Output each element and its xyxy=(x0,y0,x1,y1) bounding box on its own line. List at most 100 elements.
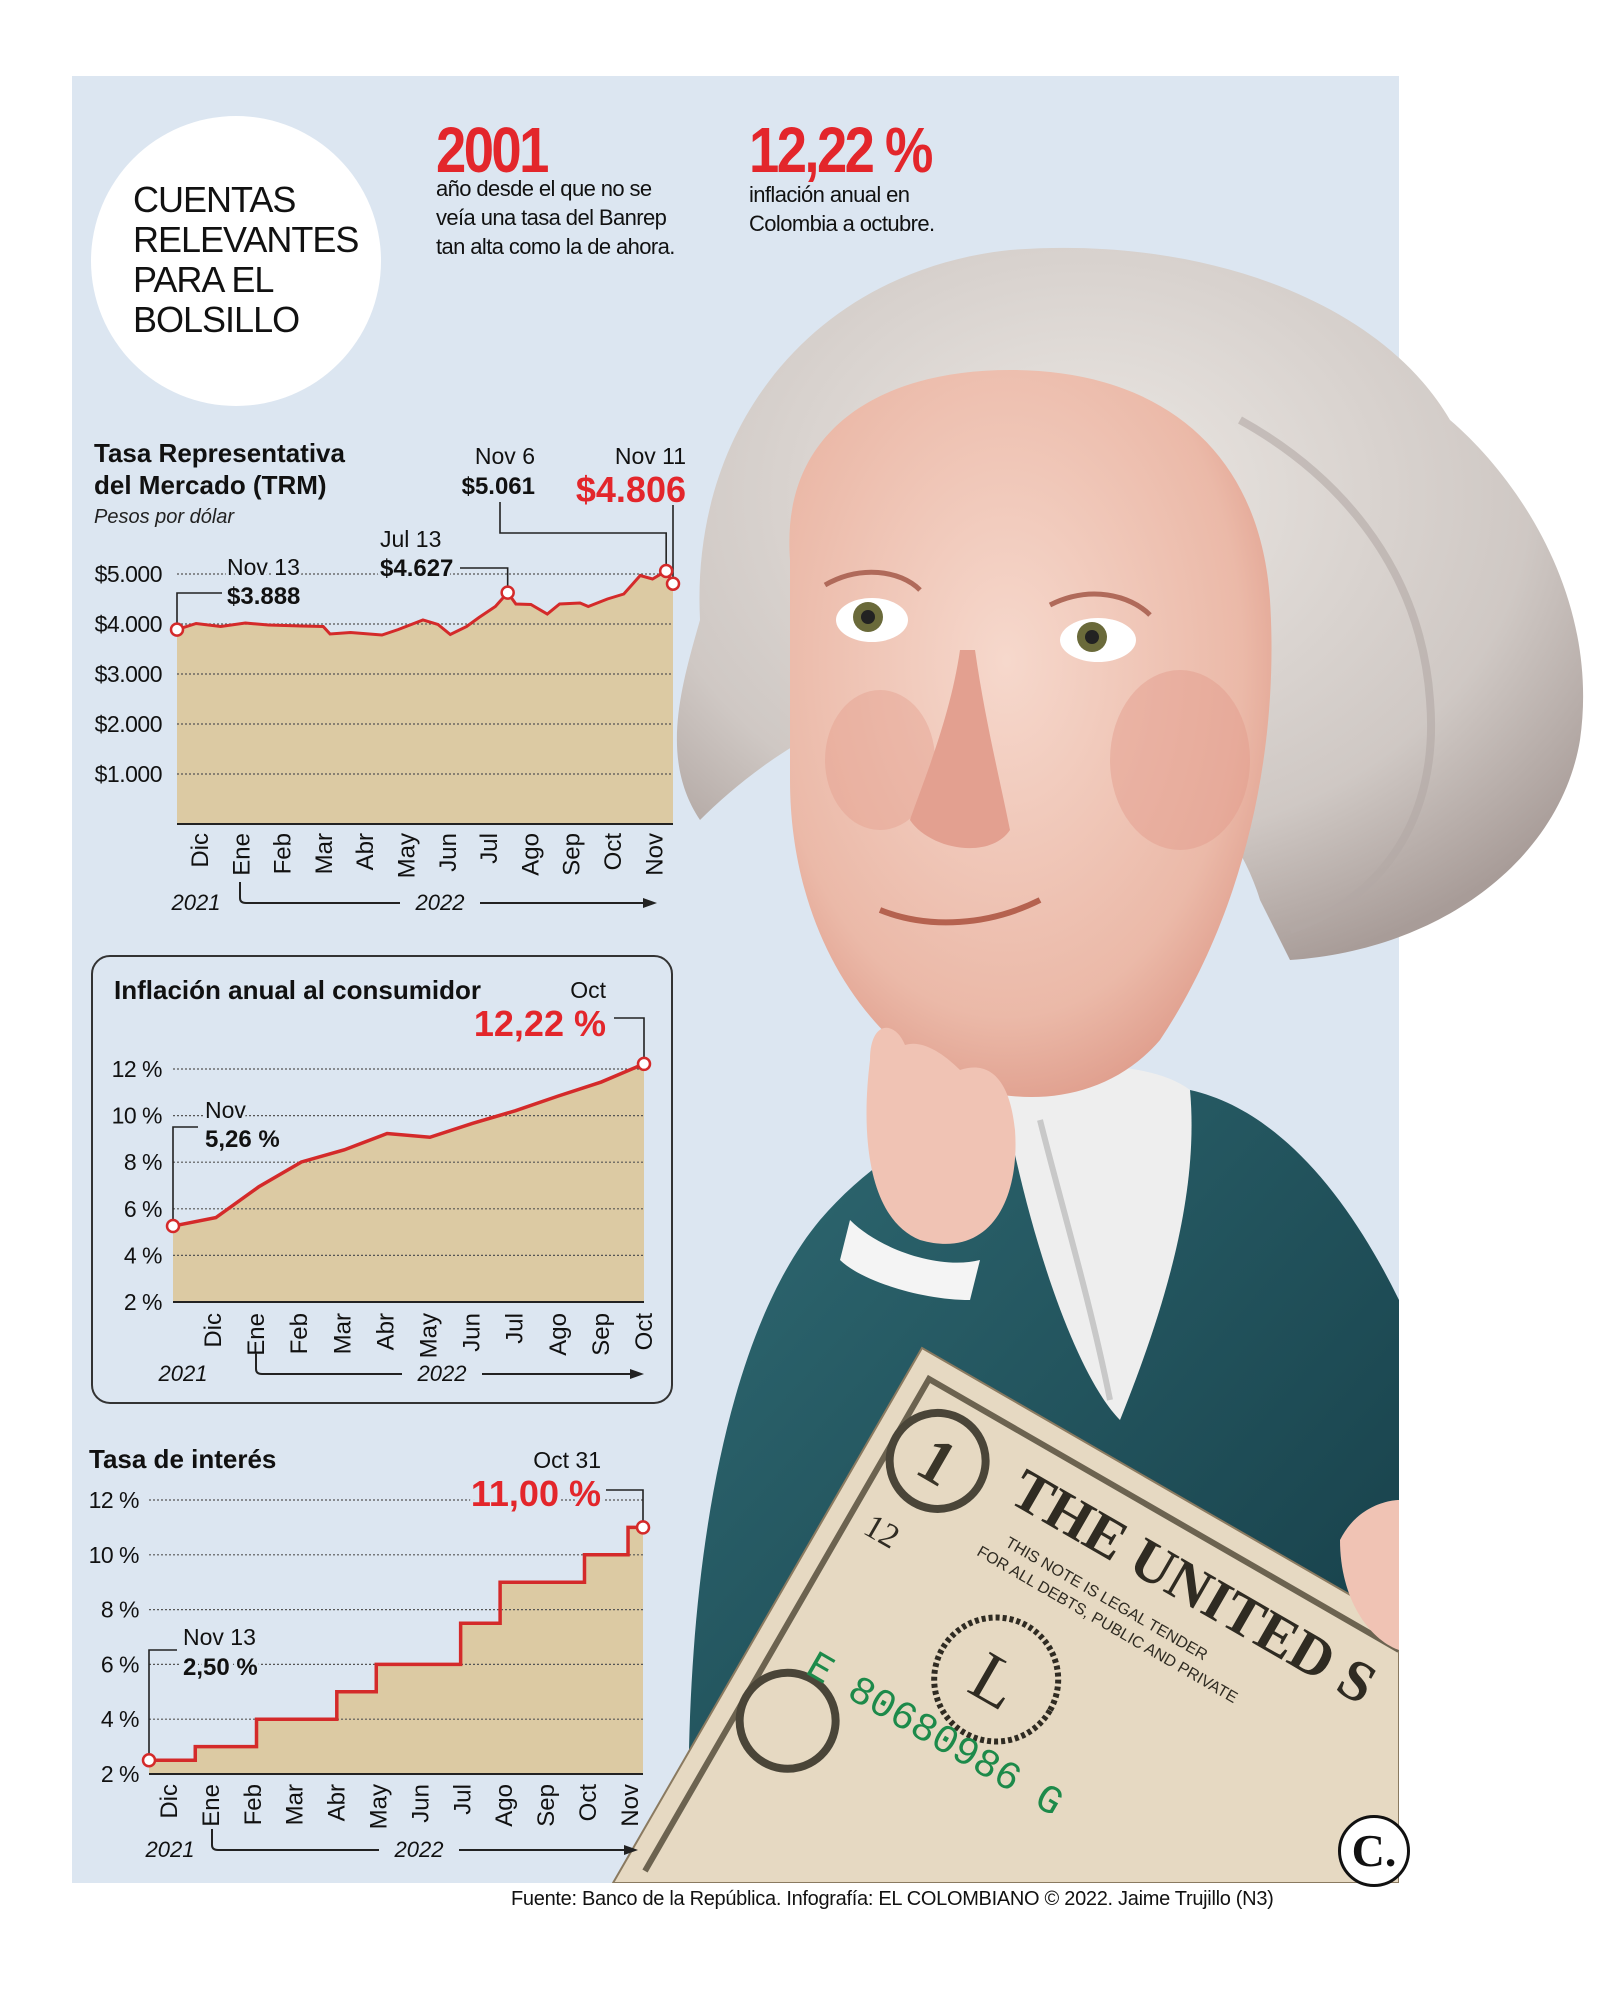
year-bracket-line xyxy=(211,1829,628,1851)
right-hand xyxy=(1340,1500,1399,1650)
x-month-label: May xyxy=(366,1784,393,1829)
x-month-label: Dic xyxy=(187,833,214,868)
y-tick-label: $1.000 xyxy=(95,761,162,787)
arrow-icon xyxy=(643,898,657,908)
x-month-label: May xyxy=(394,833,421,878)
data-point-marker xyxy=(658,563,674,579)
trm-annotation-date: Jul 13 xyxy=(380,526,441,552)
y-tick-label: 12 % xyxy=(112,1056,162,1082)
stat-inflation-value: 12,22 % xyxy=(749,114,933,186)
data-point-marker xyxy=(636,1056,652,1072)
interest-annotation-value: 2,50 % xyxy=(183,1654,258,1681)
year-label: 2021 xyxy=(158,1361,208,1386)
trm-annotation-highlight: $4.806 xyxy=(576,469,686,510)
face xyxy=(789,370,1272,1098)
x-month-label: Ago xyxy=(517,833,544,876)
interest-annotation-date: Nov 13 xyxy=(183,1624,256,1650)
y-tick-label: 4 % xyxy=(101,1706,139,1732)
interest-area xyxy=(149,1527,643,1774)
footer-source: Fuente: Banco de la República. Infografí… xyxy=(511,1888,1274,1910)
data-point-marker xyxy=(165,1218,181,1234)
inflation-annotation-date: Oct xyxy=(570,977,606,1003)
inflation-chart-frame xyxy=(91,955,673,1404)
x-month-label: Ene xyxy=(198,1784,225,1827)
x-month-label: Jul xyxy=(449,1784,476,1815)
x-month-label: Dic xyxy=(156,1784,183,1819)
y-tick-label: 2 % xyxy=(124,1289,162,1315)
section-title-circle xyxy=(91,116,381,406)
trm-title-line2: del Mercado (TRM) xyxy=(94,470,327,500)
trm-subtitle: Pesos por dólar xyxy=(94,506,235,528)
x-month-label: Ene xyxy=(228,833,255,876)
inflation-area xyxy=(173,1063,644,1302)
x-month-label: Dic xyxy=(200,1313,227,1348)
x-month-label: Oct xyxy=(575,1784,602,1822)
x-month-label: Jun xyxy=(407,1784,434,1823)
x-month-label: Mar xyxy=(311,833,338,874)
section-title: CUENTAS RELEVANTES PARA EL BOLSILLO xyxy=(133,179,359,340)
y-tick-label: 10 % xyxy=(112,1103,162,1129)
x-month-label: Ago xyxy=(491,1784,518,1827)
year-bracket-line xyxy=(239,882,647,904)
stat-inflation-description: inflación anual en Colombia a octubre. xyxy=(749,182,935,236)
year-label: 2021 xyxy=(145,1837,195,1862)
arrow-icon xyxy=(630,1369,644,1379)
inflation-annotation-date: Nov xyxy=(205,1097,246,1123)
x-month-label: May xyxy=(416,1313,443,1358)
interest-chart: Tasa de interés 2 % 4 % 6 % 8 % 10 % 12 % Dic E… xyxy=(86,1441,651,1865)
bill-corner-emblem xyxy=(735,1668,840,1773)
annotation-leader-line xyxy=(172,1126,198,1221)
trm-annotation-value: $5.061 xyxy=(462,473,535,500)
nose xyxy=(910,650,1010,849)
annotation-leader-line xyxy=(460,567,509,587)
x-month-label: Nov xyxy=(641,833,668,876)
trm-annotation-date: Nov 11 xyxy=(615,443,686,469)
year-label: 2021 xyxy=(171,890,221,915)
interest-annotation-highlight: 11,00 % xyxy=(471,1473,601,1514)
arrow-icon xyxy=(624,1845,638,1855)
x-month-label: Mar xyxy=(329,1313,356,1354)
annotation-leader-line xyxy=(606,1489,644,1522)
trm-annotation-date: Nov 6 xyxy=(475,443,535,469)
year-label: 2022 xyxy=(415,890,465,915)
inflation-annotation-highlight: 12,22 % xyxy=(474,1003,606,1044)
trm-annotation-date: Nov 13 xyxy=(227,554,300,580)
year-bracket-line xyxy=(255,1353,634,1375)
stat-year-description: año desde el que no se veía una tasa del… xyxy=(436,176,675,259)
data-point-marker xyxy=(635,1520,651,1535)
trm-line xyxy=(176,568,675,637)
trm-area xyxy=(177,570,673,824)
data-point-marker xyxy=(665,576,681,591)
x-month-label: Jul xyxy=(502,1313,529,1344)
x-month-label: Sep xyxy=(559,833,586,876)
x-month-label: Mar xyxy=(282,1784,309,1825)
x-month-label: Jun xyxy=(435,833,462,872)
cravat xyxy=(1000,1066,1192,1420)
x-month-label: Ago xyxy=(545,1313,572,1356)
y-tick-label: $5.000 xyxy=(95,561,162,587)
y-tick-label: 8 % xyxy=(101,1597,139,1623)
data-point-marker xyxy=(169,622,185,637)
y-tick-label: $3.000 xyxy=(95,661,162,687)
y-tick-label: 12 % xyxy=(89,1487,139,1513)
x-month-label: Jul xyxy=(476,833,503,864)
year-label: 2022 xyxy=(394,1837,444,1862)
y-tick-label: 10 % xyxy=(89,1542,139,1568)
eyes xyxy=(823,569,1152,662)
x-month-label: Feb xyxy=(240,1784,267,1825)
inflation-chart: Inflación anual al consumidor 2 % 4 % 6 % 8… xyxy=(91,955,673,1404)
x-month-label: Nov xyxy=(617,1784,644,1827)
annotation-leader-line xyxy=(614,1017,645,1058)
stat-year-value: 2001 xyxy=(436,114,549,186)
x-month-label: Oct xyxy=(600,833,627,871)
y-tick-label: 8 % xyxy=(124,1149,162,1175)
annotation-leader-line xyxy=(176,592,222,624)
inflation-title: Inflación anual al consumidor xyxy=(114,975,481,1005)
mouth xyxy=(878,897,1042,926)
x-month-label: Sep xyxy=(533,1784,560,1827)
x-month-label: Abr xyxy=(372,1313,399,1350)
data-point-marker xyxy=(500,585,515,600)
bill-seal xyxy=(931,1614,1062,1745)
